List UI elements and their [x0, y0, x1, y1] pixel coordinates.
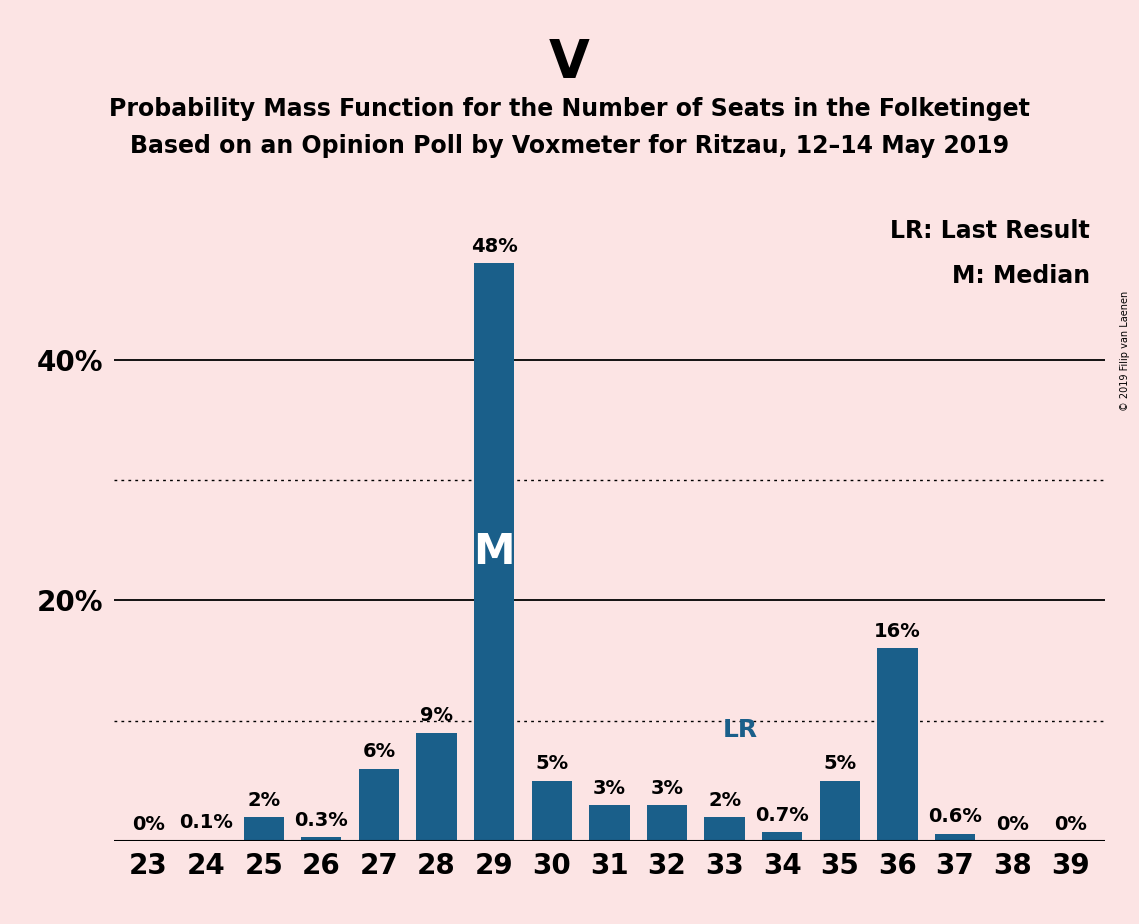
Bar: [704, 817, 745, 841]
Bar: [532, 781, 572, 841]
Bar: [186, 840, 227, 841]
Text: LR: Last Result: LR: Last Result: [891, 219, 1090, 243]
Bar: [474, 263, 515, 841]
Text: V: V: [549, 37, 590, 89]
Text: 5%: 5%: [535, 755, 568, 773]
Text: 0.3%: 0.3%: [294, 811, 349, 830]
Text: 48%: 48%: [470, 237, 517, 256]
Text: 16%: 16%: [874, 622, 920, 641]
Text: M: M: [474, 531, 515, 573]
Text: LR: LR: [723, 718, 759, 742]
Text: 5%: 5%: [823, 755, 857, 773]
Text: 2%: 2%: [247, 791, 280, 809]
Text: 3%: 3%: [650, 779, 683, 797]
Text: 0.7%: 0.7%: [755, 807, 809, 825]
Text: 0%: 0%: [132, 815, 165, 833]
Text: 6%: 6%: [362, 743, 395, 761]
Bar: [877, 649, 918, 841]
Text: 0.6%: 0.6%: [928, 808, 982, 826]
Text: 0%: 0%: [997, 815, 1030, 833]
Text: Based on an Opinion Poll by Voxmeter for Ritzau, 12–14 May 2019: Based on an Opinion Poll by Voxmeter for…: [130, 134, 1009, 158]
Text: 9%: 9%: [420, 706, 453, 725]
Text: M: Median: M: Median: [952, 264, 1090, 288]
Text: 2%: 2%: [708, 791, 741, 809]
Bar: [301, 837, 342, 841]
Bar: [359, 769, 399, 841]
Bar: [647, 805, 687, 841]
Text: 3%: 3%: [593, 779, 625, 797]
Text: 0%: 0%: [1054, 815, 1087, 833]
Bar: [589, 805, 630, 841]
Bar: [244, 817, 284, 841]
Bar: [820, 781, 860, 841]
Text: © 2019 Filip van Laenen: © 2019 Filip van Laenen: [1121, 291, 1130, 411]
Bar: [762, 833, 802, 841]
Bar: [935, 833, 975, 841]
Text: 0.1%: 0.1%: [179, 813, 233, 833]
Bar: [417, 733, 457, 841]
Text: Probability Mass Function for the Number of Seats in the Folketinget: Probability Mass Function for the Number…: [109, 97, 1030, 121]
